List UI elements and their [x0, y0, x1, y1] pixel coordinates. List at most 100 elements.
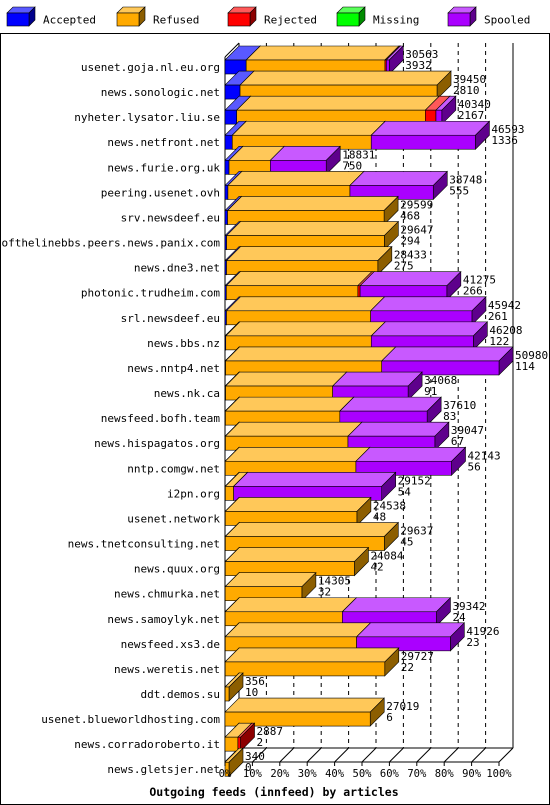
bar-segment-spooled-top: [341, 597, 452, 613]
offered-value: 29152: [398, 474, 431, 487]
bar-segment-accepted-front: [224, 109, 238, 125]
bar-news.sonologic.net: [224, 70, 452, 100]
bar-segment-spooled: [341, 597, 452, 627]
accepted-value: 468: [400, 209, 420, 222]
bar-segment-spooled-front: [355, 460, 452, 476]
accepted-value: 83: [443, 410, 456, 423]
bar-segment-refused: [224, 396, 355, 426]
bar-segment-spooled-top: [359, 271, 462, 287]
bar-news.corradoroberto.it: [224, 722, 256, 752]
accepted-value: 294: [400, 235, 420, 248]
x-tick-label: 30%: [298, 768, 318, 780]
floor-tick-40: [334, 747, 349, 763]
bar-segment-refused-top: [224, 647, 400, 663]
bar-segment-refused: [224, 521, 400, 552]
floor-tick-60: [389, 747, 404, 763]
offered-value: 41926: [466, 625, 499, 638]
bar-segment-refused: [225, 220, 400, 251]
offered-value: 50980: [515, 349, 548, 362]
bar-segment-refused-top: [224, 497, 372, 512]
bar-newsfeed.xs3.de: [224, 622, 466, 652]
accepted-value: 114: [515, 360, 535, 373]
legend-swatch-refused: [116, 6, 146, 27]
category-label: nyheter.lysator.liu.se: [74, 111, 220, 124]
category-label: newsfeed.bofh.team: [101, 412, 221, 425]
offered-value: 2887: [257, 725, 284, 738]
bar-segment-spooled: [232, 471, 397, 502]
bar-news.quux.org: [224, 546, 370, 577]
bar-newsfeed.bofh.team: [224, 396, 442, 426]
bar-segment-refused-top: [225, 296, 386, 312]
category-label: news.dne3.net: [134, 262, 220, 275]
offered-value: 45942: [488, 299, 521, 312]
floor-tick-10: [252, 747, 267, 763]
bar-segment-refused-top: [235, 95, 441, 111]
legend: Accepted Refused Rejected Missing Spooled: [0, 6, 550, 34]
offered-value: 29599: [400, 198, 433, 211]
accepted-value: 6: [386, 711, 393, 724]
bar-segment-refused: [224, 546, 370, 577]
bar-news.gletsjer.net: [224, 747, 244, 777]
legend-swatch-missing: [336, 6, 366, 27]
bar-segment-spooled-top: [349, 171, 448, 186]
bar-segment-refused-top: [224, 547, 370, 562]
bar-segment-refused-top: [224, 346, 397, 362]
bar-segment-refused: [225, 321, 387, 351]
bar-segment-refused: [225, 296, 386, 326]
category-label: news.chmurka.net: [114, 588, 220, 601]
x-tick-label: 60%: [380, 768, 400, 780]
accepted-value: 0: [245, 761, 252, 774]
bar-segment-refused: [225, 270, 373, 301]
bar-segment-refused-top: [225, 321, 387, 337]
category-label: srv.newsdeef.eu: [121, 211, 220, 224]
bar-segment-refused: [224, 647, 400, 677]
category-label: i2pn.org: [167, 487, 220, 500]
bar-segment-spooled: [355, 446, 467, 477]
category-label: usenet.network: [127, 512, 220, 525]
legend-label-refused: Refused: [153, 14, 199, 27]
bar-ddt.demos.su: [224, 672, 244, 702]
bar-segment-refused-front: [224, 736, 239, 752]
bar-segment-refused-front: [224, 686, 230, 702]
offered-value: 30563: [405, 48, 438, 61]
accepted-value: 275: [394, 260, 414, 273]
accepted-value: 23: [466, 636, 479, 649]
accepted-value: 1336: [491, 134, 518, 147]
category-label: news.netfront.net: [107, 136, 220, 149]
bar-segment-refused: [224, 672, 244, 702]
bar-segment-accepted-front: [224, 160, 230, 175]
offered-value: 46208: [489, 324, 522, 337]
bar-segment-refused: [224, 446, 371, 477]
category-label: news.hispagatos.org: [94, 437, 220, 450]
bar-segment-spooled: [355, 622, 466, 652]
offered-value: 34068: [424, 374, 457, 387]
x-tick-label: 100%: [486, 768, 512, 780]
accepted-value: 67: [451, 435, 464, 448]
offered-value: 24084: [370, 550, 403, 563]
bar-segment-spooled: [339, 396, 442, 426]
accepted-value: 266: [463, 285, 483, 298]
bar-segment-refused: [224, 622, 372, 652]
accepted-value: 22: [401, 661, 414, 674]
offered-value: 27019: [386, 700, 419, 713]
bar-segment-refused: [239, 70, 452, 100]
category-label: usenet.blueworldhosting.com: [41, 713, 220, 726]
offered-value: 42143: [468, 449, 501, 462]
bars: [224, 45, 514, 777]
category-label: news.furie.org.uk: [107, 161, 220, 174]
bar-segment-refused: [245, 45, 400, 75]
bar-news.tnetconsulting.net: [224, 521, 400, 552]
bar-segment-spooled: [370, 321, 489, 351]
bar-news.dne3.net: [224, 245, 393, 276]
category-label: usenet.goja.nl.eu.org: [81, 61, 220, 74]
bar-segment-refused: [224, 496, 372, 527]
bar-segment-refused: [224, 346, 397, 376]
bar-segment-spooled-top: [370, 120, 491, 136]
bar-segment-refused-top: [224, 446, 371, 462]
x-tick-label: 90%: [462, 768, 482, 780]
category-label: news.weretis.net: [114, 663, 220, 676]
bar-segment-refused-top: [225, 246, 393, 261]
bar-segment-refused: [224, 371, 348, 401]
bar-segment-refused: [224, 597, 358, 627]
